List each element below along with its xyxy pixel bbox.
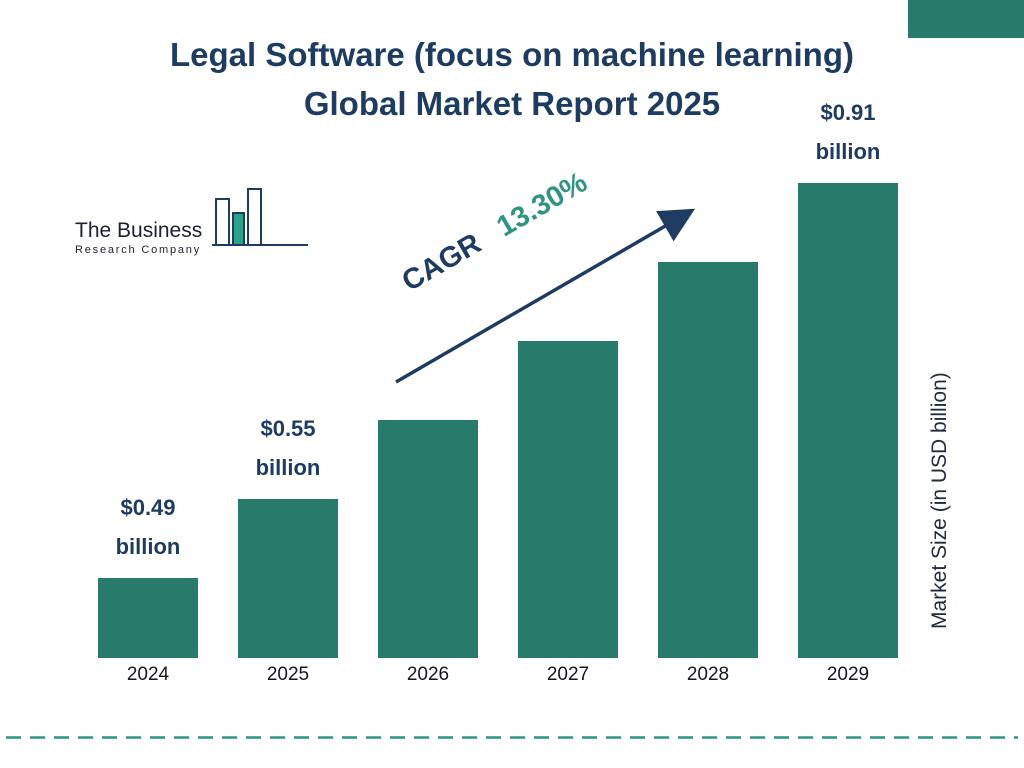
bar-column-2024: $0.49 billion bbox=[78, 58, 218, 658]
bar-column-2027 bbox=[498, 58, 638, 658]
bar-2027 bbox=[518, 341, 618, 658]
company-logo: The Business Research Company bbox=[75, 185, 310, 256]
bar-2029 bbox=[798, 183, 898, 658]
x-tick-2028: 2028 bbox=[686, 664, 730, 685]
bar-value-label-2024: $0.49 billion bbox=[115, 495, 181, 559]
bar-chart-logo-icon bbox=[210, 185, 310, 256]
bar-chart: $0.49 billion $0.55 billion $0.91 billion bbox=[78, 58, 918, 658]
x-tick-2025: 2025 bbox=[266, 664, 310, 685]
bar-2025 bbox=[238, 499, 338, 658]
bar-2028 bbox=[658, 262, 758, 658]
company-name-line1: The Business bbox=[75, 219, 203, 242]
bottom-dashed-line bbox=[6, 736, 1018, 739]
bar-column-2029: $0.91 billion bbox=[778, 58, 918, 658]
y-axis-label: Market Size (in USD billion) bbox=[928, 372, 951, 630]
bar-value-label-2029: $0.91 billion bbox=[815, 100, 881, 164]
page-title-line2: Global Market Report 2025 bbox=[303, 85, 721, 122]
cagr-trend-arrow bbox=[395, 208, 696, 384]
company-logo-text: The Business Research Company bbox=[75, 219, 202, 256]
bar-2024 bbox=[98, 578, 198, 658]
company-name-line2: Research Company bbox=[75, 244, 202, 256]
page-title: Legal Software (focus on machine learnin… bbox=[0, 30, 1024, 128]
corner-accent-bar bbox=[908, 0, 1024, 38]
bar-column-2025: $0.55 billion bbox=[218, 58, 358, 658]
x-tick-2027: 2027 bbox=[546, 664, 590, 685]
bar-column-2028 bbox=[638, 58, 778, 658]
x-tick-2026: 2026 bbox=[406, 664, 450, 685]
bar-column-2026 bbox=[358, 58, 498, 658]
x-axis-ticks: 2024 2025 2026 2027 2028 2029 bbox=[78, 664, 918, 686]
page-title-line1: Legal Software (focus on machine learnin… bbox=[170, 36, 854, 73]
bar-value-label-2025: $0.55 billion bbox=[255, 416, 321, 480]
x-tick-2029: 2029 bbox=[826, 664, 870, 685]
x-tick-2024: 2024 bbox=[126, 664, 170, 685]
bar-2026 bbox=[378, 420, 478, 658]
